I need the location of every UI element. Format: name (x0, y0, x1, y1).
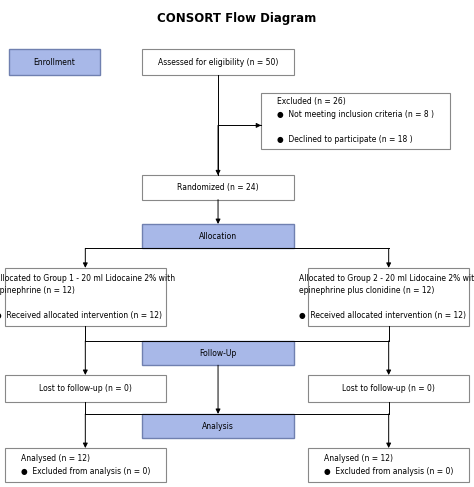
Text: Randomized (n = 24): Randomized (n = 24) (177, 183, 259, 192)
FancyBboxPatch shape (142, 341, 294, 365)
Text: Enrollment: Enrollment (34, 57, 75, 67)
Text: Analysed (n = 12)
●  Excluded from analysis (n = 0): Analysed (n = 12) ● Excluded from analys… (324, 454, 453, 476)
FancyBboxPatch shape (5, 448, 166, 482)
FancyBboxPatch shape (142, 224, 294, 248)
Text: Allocated to Group 1 - 20 ml Lidocaine 2% with
epinephrine (n = 12)

●  Received: Allocated to Group 1 - 20 ml Lidocaine 2… (0, 274, 175, 320)
Text: Follow-Up: Follow-Up (200, 349, 237, 357)
FancyBboxPatch shape (5, 375, 166, 402)
Text: Assessed for eligibility (n = 50): Assessed for eligibility (n = 50) (158, 57, 278, 67)
FancyBboxPatch shape (142, 175, 294, 200)
Text: Analysis: Analysis (202, 422, 234, 431)
FancyBboxPatch shape (308, 448, 469, 482)
Text: CONSORT Flow Diagram: CONSORT Flow Diagram (157, 12, 317, 25)
Text: Allocated to Group 2 - 20 ml Lidocaine 2% with
epinephrine plus clonidine (n = 1: Allocated to Group 2 - 20 ml Lidocaine 2… (299, 274, 474, 320)
FancyBboxPatch shape (142, 414, 294, 438)
FancyBboxPatch shape (308, 268, 469, 326)
Text: Analysed (n = 12)
●  Excluded from analysis (n = 0): Analysed (n = 12) ● Excluded from analys… (21, 454, 150, 476)
FancyBboxPatch shape (9, 49, 100, 75)
Text: Allocation: Allocation (199, 232, 237, 241)
FancyBboxPatch shape (142, 49, 294, 75)
Text: Excluded (n = 26)
●  Not meeting inclusion criteria (n = 8 )

●  Declined to par: Excluded (n = 26) ● Not meeting inclusio… (277, 97, 434, 144)
FancyBboxPatch shape (5, 268, 166, 326)
FancyBboxPatch shape (308, 375, 469, 402)
Text: Lost to follow-up (n = 0): Lost to follow-up (n = 0) (342, 384, 435, 393)
Text: Lost to follow-up (n = 0): Lost to follow-up (n = 0) (39, 384, 132, 393)
FancyBboxPatch shape (261, 93, 450, 149)
